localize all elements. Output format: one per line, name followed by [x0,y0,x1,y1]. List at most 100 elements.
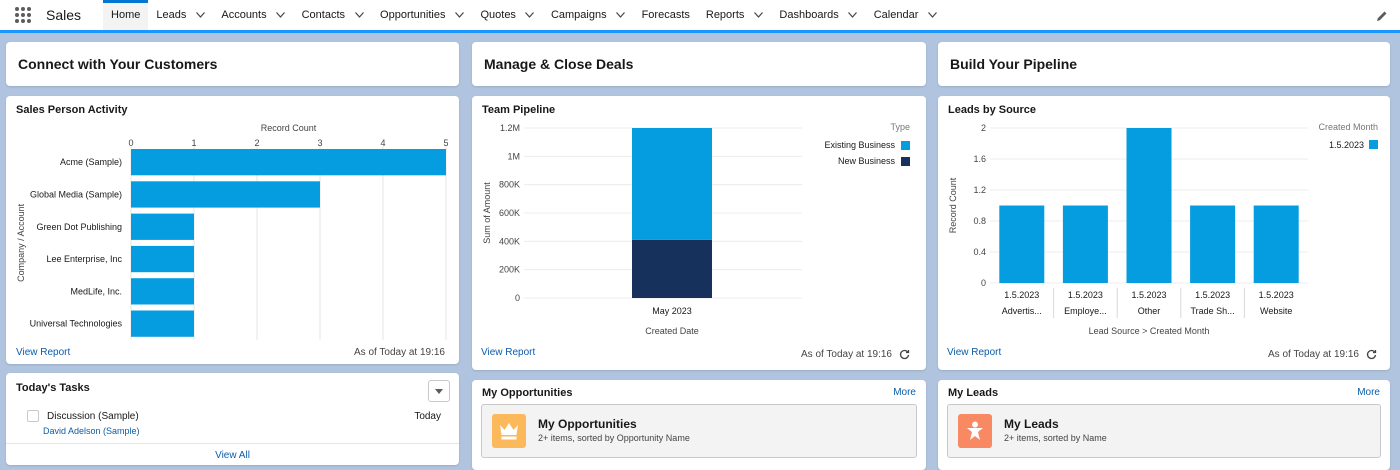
app-name: Sales [46,7,82,23]
y-tick-label: 400K [499,236,520,246]
nav-item-label: Forecasts [641,9,690,21]
chevron-down-icon[interactable] [525,10,535,20]
x-tick-label: 5 [443,138,448,148]
nav-item-label: Dashboards [779,9,839,21]
edit-nav-icon[interactable] [1376,10,1388,22]
tasks-filter-dropdown[interactable] [428,380,450,402]
refresh-icon[interactable] [1366,349,1377,360]
list-view-tile[interactable]: My Leads 2+ items, sorted by Name [947,404,1381,458]
x-sub-label: 1.5.2023 [1131,290,1166,300]
chevron-down-icon[interactable] [927,10,937,20]
list-subtitle: 2+ items, sorted by Opportunity Name [538,433,690,443]
y-tick-label: 0.8 [973,216,986,226]
chevron-down-icon[interactable] [753,10,763,20]
bar [1126,128,1172,283]
nav-item-contacts[interactable]: Contacts [294,0,372,30]
card-title: Team Pipeline [482,104,556,116]
nav-item-dashboards[interactable]: Dashboards [771,0,865,30]
x-tick-label: 1 [191,138,196,148]
task-checkbox[interactable] [27,410,39,422]
legend-swatch [901,157,910,166]
view-report-link[interactable]: View Report [947,347,1002,358]
legend-label: 1.5.2023 [1329,140,1364,150]
y-category-label: Green Dot Publishing [36,222,122,232]
section-connect: Connect with Your Customers [6,42,459,86]
nav-item-calendar[interactable]: Calendar [866,0,946,30]
more-link[interactable]: More [893,387,916,398]
y-tick-label: 2 [981,123,986,133]
view-report-link[interactable]: View Report [481,347,536,358]
section-build: Build Your Pipeline [938,42,1390,86]
my-opportunities-card: My Opportunities More My Opportunities 2… [472,380,926,470]
team-pipeline-chart[interactable]: 0 200K 400K 600K 800K 1M 1.2M Sum of Amount May … [472,96,926,341]
chevron-down-icon[interactable] [195,10,205,20]
chevron-down-icon[interactable] [454,10,464,20]
legend-title: Created Month [1318,122,1378,132]
chevron-down-icon[interactable] [616,10,626,20]
section-title: Manage & Close Deals [484,56,634,72]
nav-item-campaigns[interactable]: Campaigns [543,0,634,30]
chevron-down-icon[interactable] [276,10,286,20]
card-title: Sales Person Activity [16,104,128,116]
nav-item-quotes[interactable]: Quotes [472,0,542,30]
bar-existing-business [632,128,712,240]
y-tick-label: 0 [981,278,986,288]
x-category-label: Trade Sh... [1191,306,1235,316]
list-title: My Opportunities [538,417,637,431]
x-category-label: Other [1138,306,1161,316]
bar [131,245,194,273]
bar [1190,205,1236,283]
x-sub-label: 1.5.2023 [1068,290,1103,300]
as-of-timestamp: As of Today at 19:16 [801,349,892,360]
bar [131,213,194,240]
lead-person-icon [958,414,992,448]
x-category-label: May 2023 [652,306,692,316]
global-navigation: Sales Home Leads Accounts Contacts Opportuni… [0,0,1400,33]
list-view-tile[interactable]: My Opportunities 2+ items, sorted by Opp… [481,404,917,458]
more-link[interactable]: More [1357,387,1380,398]
nav-item-leads[interactable]: Leads [148,0,213,30]
refresh-icon[interactable] [899,349,910,360]
y-axis-title: Record Count [948,177,958,233]
nav-bar: Home Leads Accounts Contacts Opportunities Qu… [103,0,945,30]
nav-item-label: Leads [156,9,187,21]
section-manage: Manage & Close Deals [472,42,926,86]
chevron-down-icon[interactable] [848,10,858,20]
x-axis-title: Record Count [261,123,317,133]
x-sub-label: 1.5.2023 [1004,290,1039,300]
x-tick-label: 0 [128,138,133,148]
list-title: My Leads [1004,417,1059,431]
card-title: Leads by Source [948,104,1037,116]
nav-item-reports[interactable]: Reports [698,0,772,30]
x-sub-label: 1.5.2023 [1259,290,1294,300]
nav-item-forecasts[interactable]: Forecasts [634,0,698,30]
list-subtitle: 2+ items, sorted by Name [1004,433,1107,443]
nav-item-home[interactable]: Home [103,0,149,30]
sales-activity-chart[interactable]: Record Count 0 1 2 3 4 5 Company / Account Acme … [6,96,459,341]
view-report-link[interactable]: View Report [16,347,71,358]
opportunity-crown-icon [492,414,526,448]
nav-item-accounts[interactable]: Accounts [213,0,293,30]
nav-item-label: Campaigns [550,9,607,21]
bar [999,205,1045,283]
y-tick-label: 800K [499,180,520,190]
nav-item-label: Reports [705,9,745,21]
nav-item-label: Home [111,9,141,21]
card-title: My Leads [948,387,999,399]
view-all-link[interactable]: View All [215,450,250,461]
task-related-link[interactable]: David Adelson (Sample) [43,426,140,436]
y-category-label: Global Media (Sample) [30,189,122,199]
task-subject[interactable]: Discussion (Sample) [47,411,139,422]
legend-swatch [901,141,910,150]
x-tick-label: 4 [380,138,385,148]
chevron-down-icon[interactable] [354,10,364,20]
nav-item-opportunities[interactable]: Opportunities [372,0,472,30]
caret-down-icon [435,388,443,394]
leads-by-source-chart[interactable]: 0 0.4 0.8 1.2 1.6 2 Record Count 1.5.2023 Advert… [938,96,1390,341]
card-title: My Opportunities [482,387,573,399]
app-launcher-icon[interactable] [15,7,31,23]
x-category-label: Website [1260,306,1292,316]
nav-item-label: Quotes [480,9,516,21]
y-tick-label: 1.2M [500,123,520,133]
todays-tasks-card: Today's Tasks Discussion (Sample) David … [6,373,459,465]
